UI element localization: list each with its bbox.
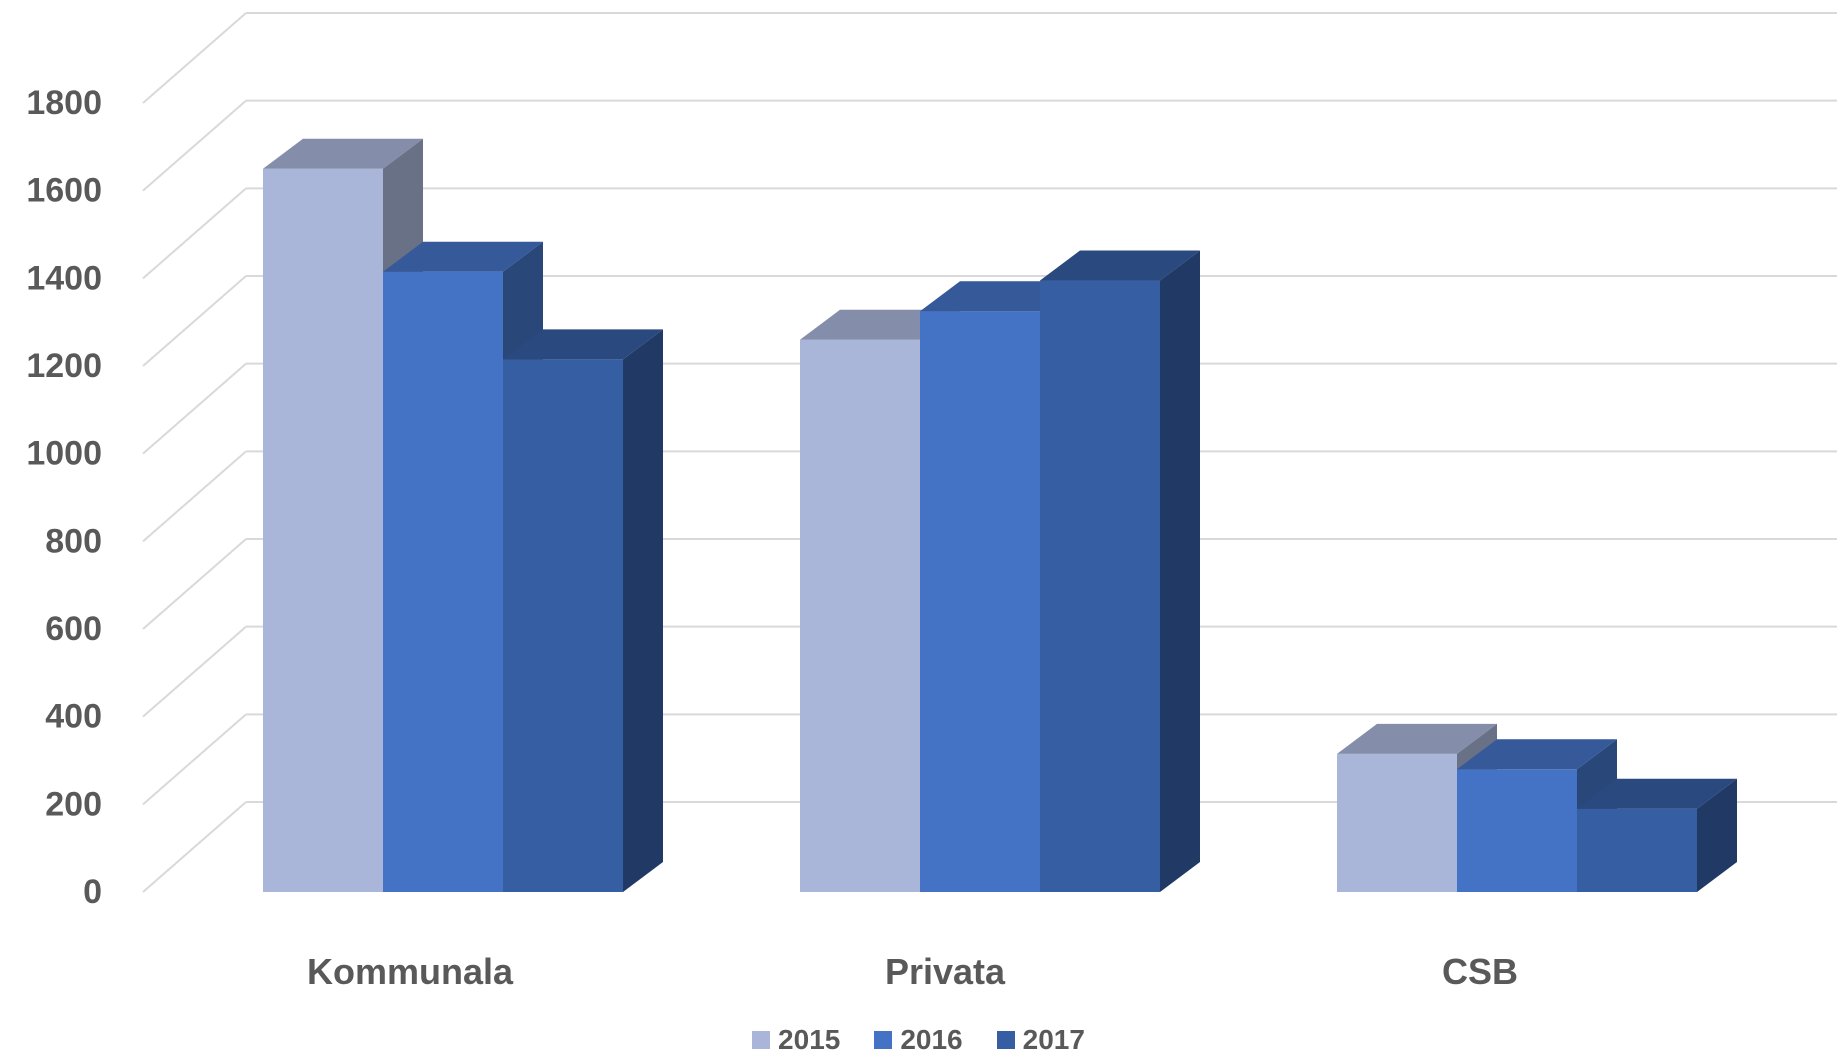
y-tick-label: 1000 <box>26 435 102 473</box>
y-tick-label: 600 <box>45 610 102 648</box>
bar-top <box>1457 739 1617 770</box>
y-tick-label: 1600 <box>26 172 102 210</box>
y-axis-ticks: 0 200 400 600 800 1000 1200 1400 1600 1800 <box>26 84 102 911</box>
category-label-kommunala: Kommunala <box>307 951 514 992</box>
x-axis-labels: Kommunala Privata CSB <box>307 951 1518 992</box>
gridline-diagonal <box>142 187 247 280</box>
bar-front <box>1457 769 1577 892</box>
y-tick-label: 1200 <box>26 347 102 385</box>
legend-label-2015: 2015 <box>778 1024 841 1055</box>
bar-front <box>1337 753 1457 892</box>
y-tick-label: 800 <box>45 522 102 560</box>
y-tick-label: 200 <box>45 785 102 823</box>
bar-side <box>1160 250 1200 892</box>
bar-front <box>383 271 503 893</box>
bar-front <box>1577 808 1697 892</box>
gridline-diagonal <box>142 538 247 630</box>
gridline-diagonal <box>142 362 247 455</box>
bar-csb-2017 <box>1577 778 1737 892</box>
category-label-csb: CSB <box>1442 951 1518 992</box>
legend: 2015 2016 2017 <box>0 1024 1837 1056</box>
gridline-diagonal <box>142 99 247 192</box>
gridline-diagonal <box>142 801 247 893</box>
bar-front <box>800 339 920 892</box>
legend-label-2017: 2017 <box>1022 1024 1085 1055</box>
bar-front <box>503 359 623 892</box>
legend-swatch-2015 <box>752 1031 771 1049</box>
gridline-diagonal <box>142 625 247 718</box>
bar-side <box>1697 778 1737 892</box>
gridline-diagonal <box>142 713 247 806</box>
bar-front <box>263 168 383 892</box>
bar-top <box>503 329 663 360</box>
legend-item-2016: 2016 <box>874 1024 963 1056</box>
gridline-diagonal <box>142 12 247 104</box>
legend-label-2016: 2016 <box>900 1024 963 1055</box>
gridline-diagonal <box>142 450 247 543</box>
legend-swatch-2016 <box>874 1031 893 1049</box>
bar-top <box>1040 250 1200 281</box>
legend-swatch-2017 <box>996 1031 1015 1049</box>
legend-item-2015: 2015 <box>752 1024 840 1056</box>
bar-top <box>1337 723 1497 754</box>
bar-top <box>263 138 423 169</box>
bar-front <box>1040 280 1160 892</box>
bar-privata-2017 <box>1040 250 1200 892</box>
bar-top <box>383 241 543 272</box>
bar-front <box>920 311 1040 892</box>
legend-item-2017: 2017 <box>996 1024 1085 1056</box>
bar-side <box>623 329 663 892</box>
y-tick-label: 1800 <box>26 84 102 122</box>
y-tick-label: 1400 <box>26 259 102 297</box>
bar-top <box>1577 778 1737 809</box>
bars <box>263 138 1737 893</box>
gridline-diagonal <box>142 275 247 367</box>
category-label-privata: Privata <box>885 951 1006 992</box>
bar-kommunala-2017 <box>503 329 663 892</box>
y-tick-label: 400 <box>45 698 102 736</box>
y-tick-label: 0 <box>83 873 102 911</box>
